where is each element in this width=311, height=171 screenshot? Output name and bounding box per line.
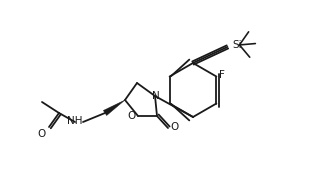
Text: NH: NH (67, 116, 82, 126)
Text: F: F (219, 70, 225, 81)
Text: O: O (38, 129, 46, 139)
Text: O: O (128, 111, 136, 121)
Text: N: N (152, 91, 160, 101)
Text: O: O (170, 122, 178, 132)
Text: Si: Si (232, 40, 242, 50)
Polygon shape (103, 100, 125, 116)
